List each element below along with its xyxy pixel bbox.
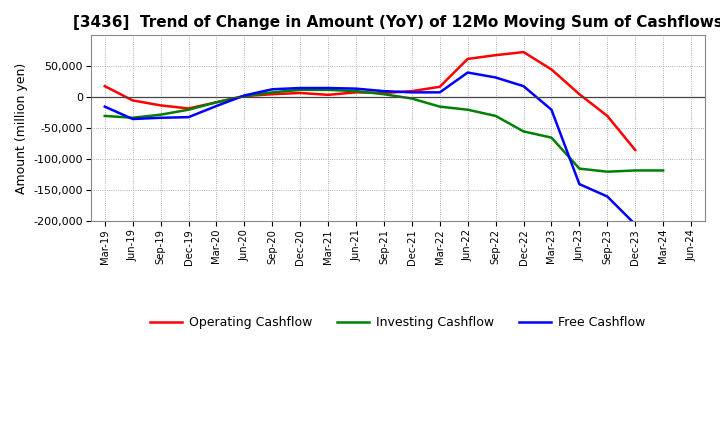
Investing Cashflow bbox=[436, 104, 444, 109]
Free Cashflow bbox=[240, 93, 248, 98]
Operating Cashflow bbox=[519, 49, 528, 55]
Operating Cashflow bbox=[436, 84, 444, 89]
Investing Cashflow bbox=[268, 90, 276, 95]
Free Cashflow bbox=[156, 115, 165, 121]
Operating Cashflow bbox=[156, 103, 165, 108]
Free Cashflow bbox=[351, 86, 360, 91]
Operating Cashflow bbox=[212, 99, 221, 105]
Free Cashflow bbox=[631, 222, 639, 227]
Investing Cashflow bbox=[351, 88, 360, 94]
Free Cashflow bbox=[379, 88, 388, 94]
Free Cashflow bbox=[184, 114, 193, 120]
Free Cashflow bbox=[268, 87, 276, 92]
Free Cashflow bbox=[603, 194, 611, 199]
Y-axis label: Amount (million yen): Amount (million yen) bbox=[15, 62, 28, 194]
Legend: Operating Cashflow, Investing Cashflow, Free Cashflow: Operating Cashflow, Investing Cashflow, … bbox=[145, 311, 650, 334]
Free Cashflow bbox=[296, 85, 305, 91]
Investing Cashflow bbox=[128, 115, 137, 121]
Investing Cashflow bbox=[575, 166, 584, 171]
Free Cashflow bbox=[491, 75, 500, 80]
Title: [3436]  Trend of Change in Amount (YoY) of 12Mo Moving Sum of Cashflows: [3436] Trend of Change in Amount (YoY) o… bbox=[73, 15, 720, 30]
Investing Cashflow bbox=[101, 113, 109, 118]
Investing Cashflow bbox=[491, 113, 500, 118]
Free Cashflow bbox=[575, 181, 584, 187]
Operating Cashflow bbox=[240, 93, 248, 99]
Line: Free Cashflow: Free Cashflow bbox=[105, 73, 635, 224]
Investing Cashflow bbox=[212, 99, 221, 105]
Investing Cashflow bbox=[464, 107, 472, 112]
Investing Cashflow bbox=[240, 93, 248, 99]
Investing Cashflow bbox=[408, 96, 416, 101]
Free Cashflow bbox=[436, 90, 444, 95]
Free Cashflow bbox=[408, 90, 416, 95]
Line: Operating Cashflow: Operating Cashflow bbox=[105, 52, 635, 150]
Free Cashflow bbox=[128, 116, 137, 121]
Investing Cashflow bbox=[184, 107, 193, 112]
Free Cashflow bbox=[324, 85, 333, 91]
Investing Cashflow bbox=[324, 87, 333, 92]
Operating Cashflow bbox=[408, 88, 416, 94]
Operating Cashflow bbox=[351, 90, 360, 95]
Free Cashflow bbox=[212, 103, 221, 109]
Investing Cashflow bbox=[519, 129, 528, 134]
Operating Cashflow bbox=[491, 52, 500, 58]
Investing Cashflow bbox=[631, 168, 639, 173]
Operating Cashflow bbox=[324, 92, 333, 98]
Investing Cashflow bbox=[603, 169, 611, 174]
Operating Cashflow bbox=[296, 90, 305, 95]
Operating Cashflow bbox=[268, 92, 276, 97]
Investing Cashflow bbox=[547, 135, 556, 140]
Line: Investing Cashflow: Investing Cashflow bbox=[105, 90, 663, 172]
Operating Cashflow bbox=[547, 67, 556, 72]
Operating Cashflow bbox=[128, 98, 137, 103]
Operating Cashflow bbox=[101, 84, 109, 89]
Investing Cashflow bbox=[659, 168, 667, 173]
Investing Cashflow bbox=[379, 92, 388, 97]
Free Cashflow bbox=[519, 84, 528, 89]
Operating Cashflow bbox=[464, 56, 472, 62]
Operating Cashflow bbox=[184, 106, 193, 111]
Operating Cashflow bbox=[631, 147, 639, 153]
Operating Cashflow bbox=[603, 113, 611, 118]
Free Cashflow bbox=[101, 104, 109, 109]
Investing Cashflow bbox=[296, 87, 305, 92]
Free Cashflow bbox=[464, 70, 472, 75]
Investing Cashflow bbox=[156, 112, 165, 117]
Operating Cashflow bbox=[575, 92, 584, 97]
Operating Cashflow bbox=[379, 90, 388, 95]
Free Cashflow bbox=[547, 107, 556, 112]
